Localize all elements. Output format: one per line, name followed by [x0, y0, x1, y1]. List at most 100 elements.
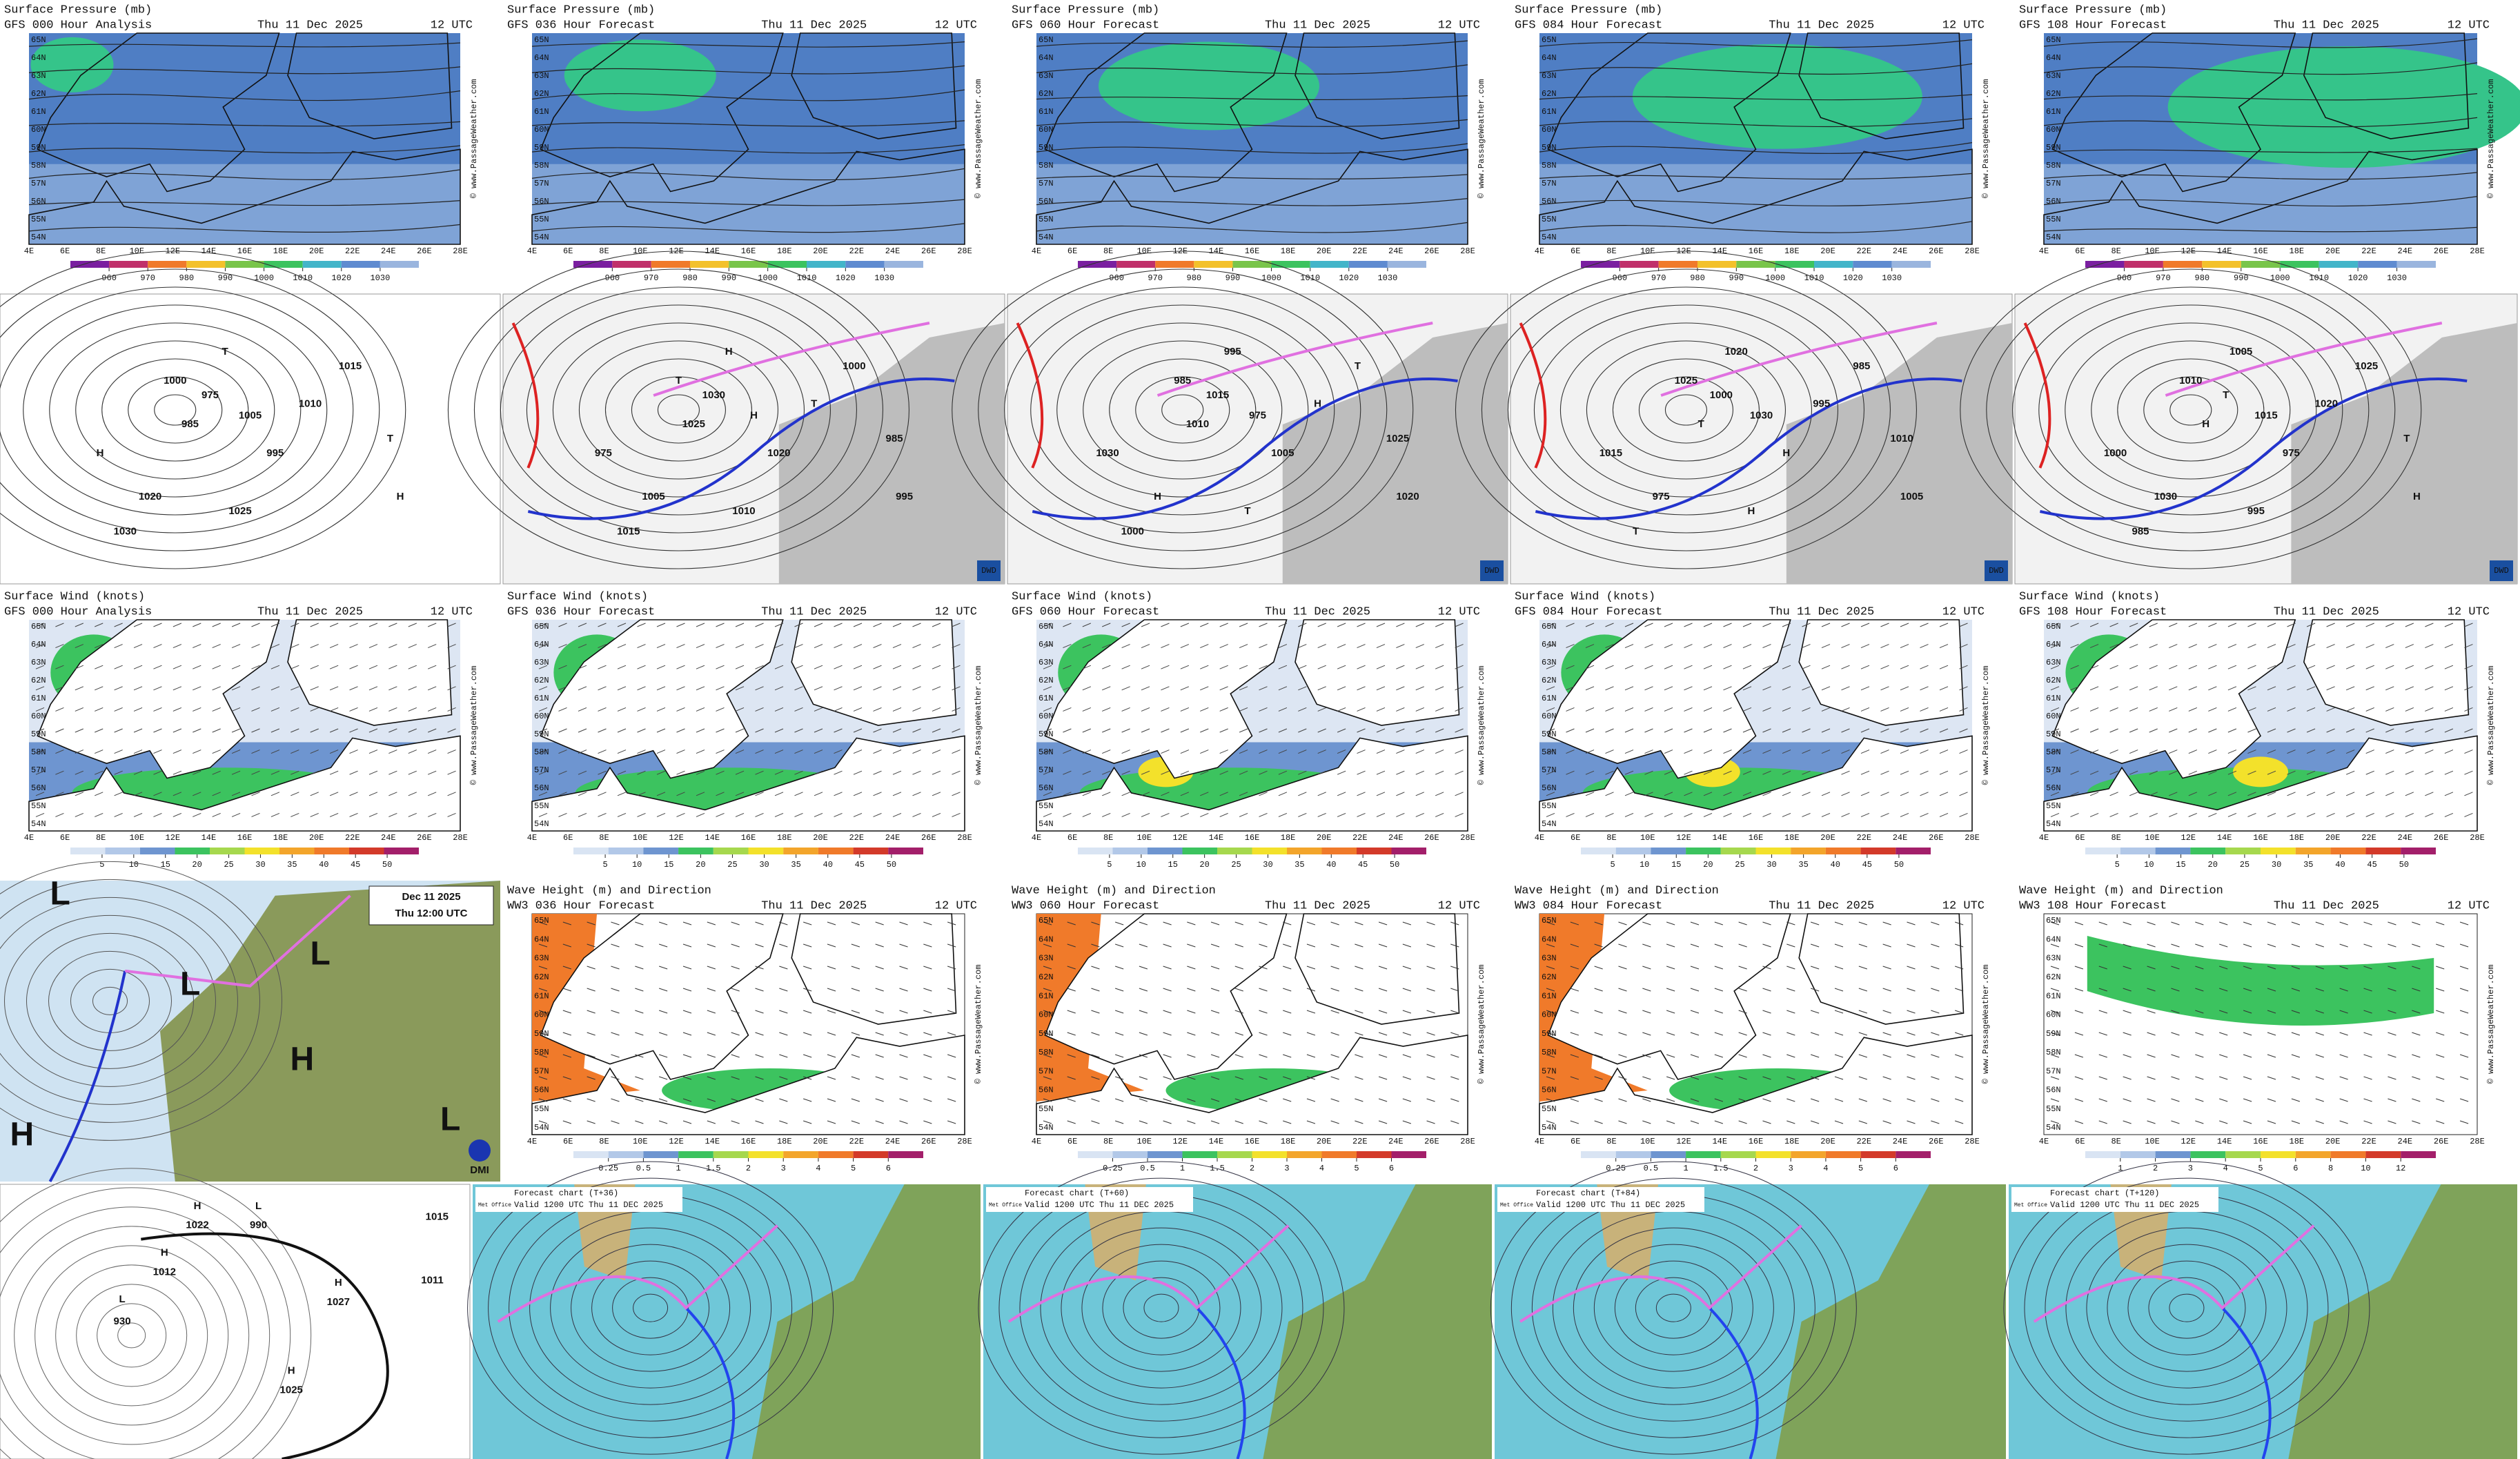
- wind-barb: [578, 686, 587, 691]
- wave-arrow: [1402, 966, 1411, 970]
- wind-barb: [637, 812, 646, 817]
- wind-barb: [153, 707, 162, 712]
- wave-arrow: [2098, 1098, 2107, 1102]
- legend-swatch: [2365, 848, 2401, 854]
- wind-barb: [55, 812, 64, 817]
- wind-barb: [755, 770, 764, 775]
- wind-barb: [1259, 792, 1268, 796]
- wind-barb: [329, 770, 339, 775]
- lon-label: 28E: [1965, 246, 1980, 256]
- wave-arrow: [1811, 921, 1820, 926]
- wind-barb: [1102, 812, 1111, 817]
- lon-label: 4E: [2039, 833, 2049, 843]
- wind-barb: [1762, 644, 1771, 649]
- wave-arrow: [1690, 988, 1700, 992]
- lat-label: 62N: [534, 676, 549, 685]
- isobar: [2143, 376, 2238, 444]
- wave-arrow: [538, 966, 548, 970]
- wind-barb: [2425, 623, 2434, 627]
- legend-swatch: [1112, 1151, 1148, 1158]
- wave-arrow: [803, 1098, 812, 1102]
- lon-label: 6E: [2075, 246, 2085, 256]
- wind-barb: [1664, 770, 1673, 775]
- wind-barb: [1664, 750, 1673, 754]
- wind-barb: [2089, 665, 2099, 669]
- wave-arrow: [2291, 1010, 2301, 1014]
- wave-arrow: [1955, 1054, 1964, 1058]
- lat-label: 58N: [534, 1048, 549, 1057]
- pressure-label: 1030: [2154, 491, 2177, 502]
- legend-swatch: [783, 848, 818, 854]
- panel-time: 12 UTC: [1942, 899, 1985, 912]
- occluded-front: [125, 894, 351, 988]
- wind-barb: [696, 728, 705, 733]
- wind-barb: [133, 812, 143, 817]
- wave-arrow: [2074, 921, 2084, 926]
- wave-arrow: [1907, 966, 1916, 970]
- wind-barb: [75, 665, 84, 669]
- lon-label: 18E: [2290, 833, 2305, 843]
- lat-label: 59N: [1038, 1029, 1054, 1039]
- legend-label: 2: [1250, 1164, 1254, 1173]
- wave-arrow: [1546, 1120, 1555, 1124]
- lon-label: 24E: [885, 246, 900, 256]
- wave-arrow: [1786, 1010, 1795, 1014]
- wave-arrow: [1187, 921, 1196, 926]
- wind-barb: [1415, 644, 1424, 649]
- wind-barb: [2326, 665, 2335, 669]
- wave-arrow: [779, 966, 788, 970]
- wind-barb: [1200, 770, 1209, 775]
- lon-label: 22E: [1352, 833, 1368, 843]
- isoline: [531, 41, 965, 48]
- wind-barb: [1239, 686, 1248, 691]
- wave-arrow: [2243, 1054, 2252, 1058]
- wave-arrow: [1738, 1010, 1747, 1014]
- wind-barb: [1684, 644, 1693, 649]
- wind-barb: [1566, 750, 1575, 754]
- wind-barb: [1821, 750, 1831, 754]
- wave-arrow: [731, 1010, 740, 1014]
- wave-arrow: [2123, 921, 2132, 926]
- wave-arrow: [1115, 921, 1124, 926]
- wave-arrow: [611, 1076, 620, 1080]
- isobar: [633, 1293, 669, 1322]
- wind-barb: [755, 792, 764, 796]
- wave-arrow: [659, 1010, 668, 1014]
- isobar: [612, 1277, 689, 1339]
- wind-barb: [1357, 707, 1366, 712]
- wind-barb: [1742, 644, 1752, 649]
- chart-valid: Valid 1200 UTC Thu 11 DEC 2025: [1025, 1200, 1174, 1210]
- wave-arrow: [827, 1010, 836, 1014]
- isobar: [97, 1303, 167, 1368]
- wave-arrow: [1811, 1120, 1820, 1124]
- wind-barb: [1141, 750, 1150, 754]
- wave-arrow: [1642, 1098, 1651, 1102]
- wave-arrow: [875, 1120, 884, 1124]
- wave-arrow: [2171, 1032, 2180, 1036]
- wind-barb: [153, 792, 162, 796]
- pressure-centre: L: [180, 966, 200, 1002]
- lon-label: 10E: [2145, 246, 2160, 256]
- lon-label: 14E: [1209, 1137, 1224, 1146]
- wind-barb: [1546, 644, 1555, 649]
- wave-arrow: [1402, 988, 1411, 992]
- land: [1044, 913, 1288, 1080]
- lon-label: 4E: [1535, 246, 1544, 256]
- lon-label: 12E: [669, 1137, 684, 1146]
- wind-barb: [329, 644, 339, 649]
- lon-label: 6E: [563, 246, 573, 256]
- wind-barb: [2169, 750, 2178, 754]
- chart-title: Forecast chart (T+36): [514, 1188, 618, 1198]
- lon-label: 26E: [2434, 246, 2449, 256]
- wave-arrow: [635, 943, 644, 948]
- lat-label: 59N: [1542, 143, 1557, 153]
- wave-arrow: [611, 1010, 620, 1014]
- credit: © www.PassageWeather.com: [2486, 965, 2496, 1084]
- isoline: [28, 121, 461, 127]
- wave-arrow: [2267, 966, 2276, 970]
- wind-barb: [617, 750, 627, 754]
- wave-arrow: [1955, 1032, 1964, 1036]
- wave-arrow: [2267, 921, 2276, 926]
- lat-label: 62N: [2046, 972, 2061, 982]
